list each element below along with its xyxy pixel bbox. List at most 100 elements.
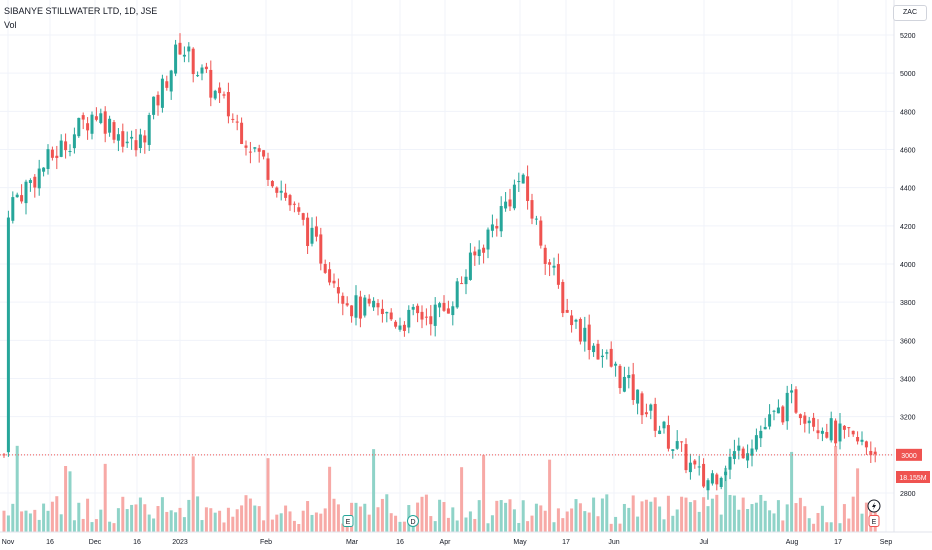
chart-legend: SIBANYE STILLWATER LTD, 1D, JSE Vol — [4, 4, 157, 32]
volume-bar — [6, 515, 10, 532]
lightning-icon[interactable] — [867, 499, 881, 513]
candle-body — [842, 425, 846, 430]
volume-bar — [812, 523, 816, 532]
price-tick-label: 2800 — [900, 491, 916, 498]
candle-body — [856, 437, 860, 442]
volume-bar — [222, 522, 226, 532]
candle-body — [570, 315, 574, 326]
volume-bar — [675, 509, 679, 532]
candle-body — [794, 389, 798, 413]
price-tick-label: 4600 — [900, 148, 916, 155]
candle-body — [838, 423, 842, 442]
candle-body — [732, 451, 736, 459]
event-marker-label: D — [410, 519, 415, 526]
volume-bar — [314, 512, 318, 532]
candle-body — [776, 407, 780, 414]
candle-body — [504, 201, 508, 209]
volume-bar — [763, 500, 767, 532]
candle-body — [354, 295, 358, 318]
volume-bar — [842, 504, 846, 532]
candle-body — [209, 69, 213, 98]
volume-bar — [209, 508, 213, 532]
volume-bar — [649, 501, 653, 532]
price-tick-label: 3800 — [900, 300, 916, 307]
volume-bar — [59, 514, 63, 532]
volume-bar — [776, 500, 780, 532]
volume-bar — [526, 521, 530, 532]
volume-bar — [372, 449, 376, 532]
volume-bar — [125, 509, 129, 532]
volume-bar — [363, 503, 367, 532]
candle-body — [864, 441, 868, 448]
candle-body — [385, 312, 389, 314]
candle-body — [798, 414, 802, 419]
candle-body — [649, 404, 653, 411]
volume-bar — [402, 521, 406, 532]
candle-body — [517, 181, 521, 183]
candle-body — [94, 116, 98, 120]
price-tick-label: 3200 — [900, 415, 916, 422]
earnings-marker-box — [342, 515, 354, 527]
candle-body — [86, 123, 90, 131]
candle-body — [433, 304, 437, 326]
volume-bar — [297, 523, 301, 532]
volume-bar — [433, 521, 437, 532]
candle-body — [680, 441, 684, 443]
candle-body — [147, 114, 151, 145]
volume-bar — [706, 506, 710, 532]
candle-body — [710, 473, 714, 484]
candle-body — [750, 448, 754, 456]
earnings-marker-box — [868, 515, 880, 527]
price-tick-label: 3600 — [900, 338, 916, 345]
candle-body — [587, 324, 591, 351]
candle-body — [301, 213, 305, 220]
volume-bar — [798, 497, 802, 532]
volume-bar — [310, 514, 314, 532]
volume-bar — [50, 501, 54, 532]
candle-body — [869, 451, 873, 456]
volume-bar — [556, 508, 560, 532]
candle-body — [772, 410, 776, 412]
volume-bar — [847, 518, 851, 532]
candle-body — [402, 324, 406, 331]
candle-body — [530, 200, 534, 219]
earnings-marker: E — [342, 515, 354, 527]
volume-bar — [196, 496, 200, 532]
candle-body — [640, 393, 644, 416]
volume-bar — [680, 496, 684, 532]
time-tick-label: 17 — [834, 539, 842, 546]
candle-body — [297, 207, 301, 212]
volume-bar — [508, 499, 512, 532]
candle-body — [182, 54, 186, 57]
candle-body — [398, 325, 402, 330]
candle-body — [539, 220, 543, 246]
candle-body — [20, 195, 24, 202]
candle-body — [675, 441, 679, 449]
candle-body — [103, 111, 107, 134]
candle-body — [270, 181, 274, 187]
candle-body — [781, 406, 785, 423]
volume-bar — [323, 508, 327, 532]
time-axis[interactable]: Nov 16 Dec 16 2023 Feb Mar 16 Apr May 17 Jun Jul Aug 1… — [2, 539, 893, 546]
volume-bar — [231, 516, 235, 532]
volume-bar — [213, 512, 217, 532]
volume-bar — [130, 504, 134, 532]
candle-body — [350, 305, 354, 317]
volume-bar — [99, 509, 103, 532]
currency-button[interactable]: ZAC — [893, 5, 927, 21]
volume-bar — [152, 518, 156, 532]
volume-bar — [301, 510, 305, 532]
price-axis[interactable]: 2800 3000 3200 3400 3600 3800 4000 4200 4400 4600… — [900, 33, 916, 498]
candle-body — [600, 355, 604, 358]
candle-body — [499, 206, 503, 232]
volume-bar — [389, 513, 393, 532]
candle-body — [121, 131, 125, 147]
candle-body — [446, 308, 450, 314]
volume-bar — [2, 510, 6, 532]
candle-body — [737, 445, 741, 451]
time-tick-label: Aug — [786, 539, 799, 546]
volume-badge — [896, 471, 930, 483]
candle-body — [486, 229, 490, 250]
candle-body — [341, 295, 345, 304]
